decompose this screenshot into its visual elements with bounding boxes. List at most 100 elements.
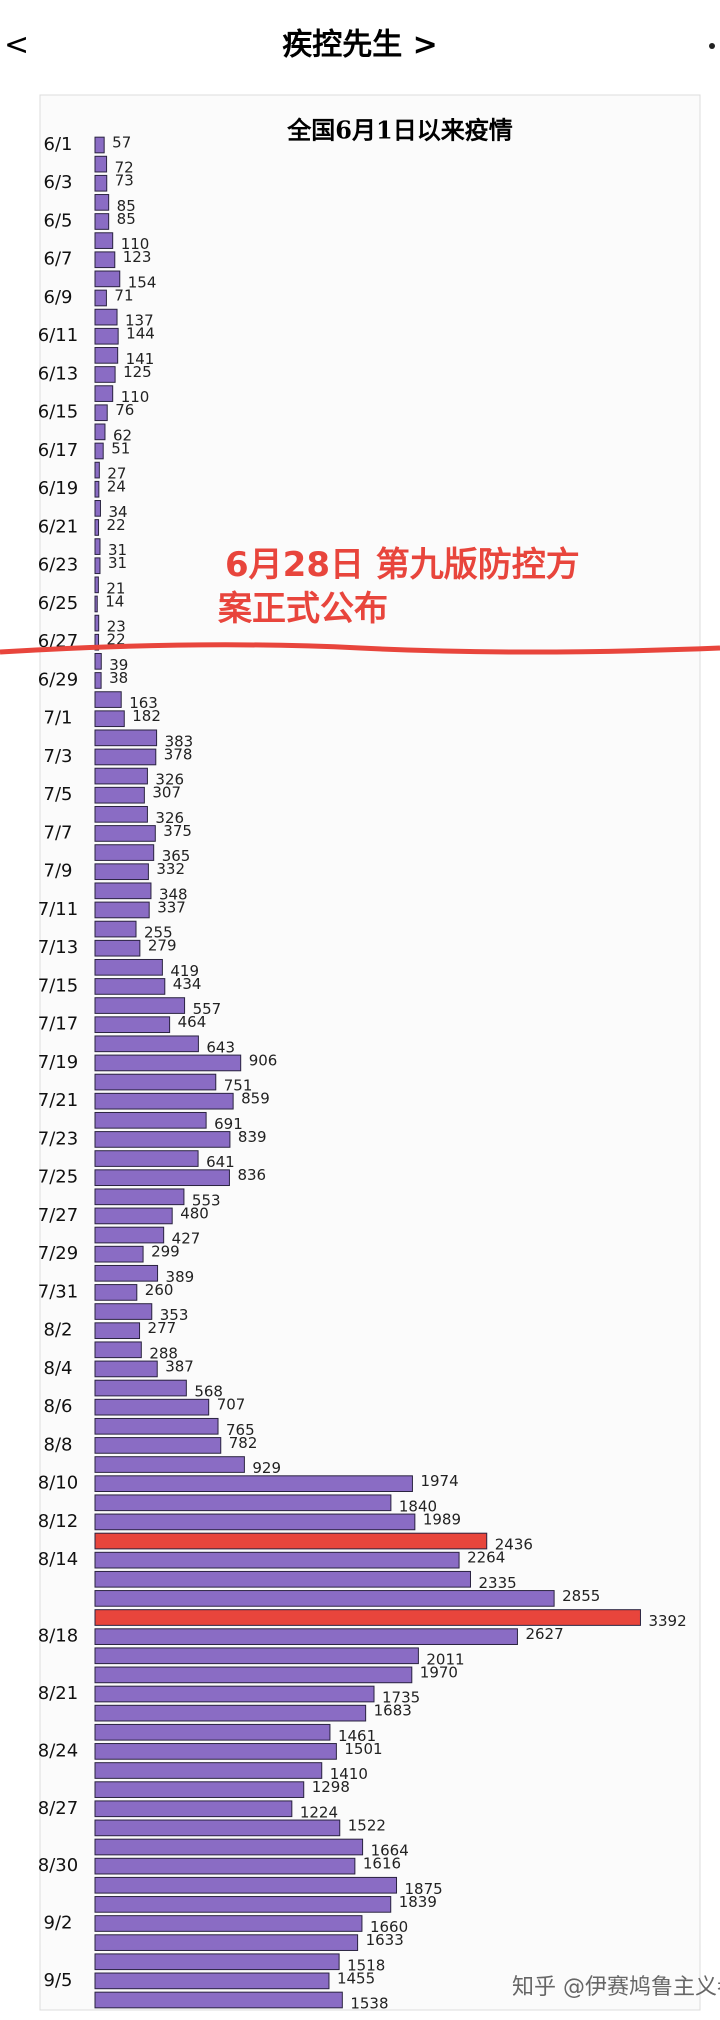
value-label: 2335: [478, 1574, 516, 1592]
bar: [94, 1762, 323, 1779]
value-label: 1461: [338, 1727, 376, 1745]
bar: [94, 1169, 230, 1187]
bar: [94, 1226, 165, 1244]
value-label: 1735: [382, 1689, 420, 1707]
bar: [94, 920, 137, 938]
bar: [94, 327, 119, 345]
bar: [94, 1322, 141, 1340]
bar: [94, 1532, 488, 1550]
bar: [94, 1953, 340, 1971]
bar: [94, 633, 100, 651]
value-label: 31: [108, 554, 127, 572]
value-label: 643: [206, 1038, 235, 1056]
y-tick-label: 7/27: [38, 1205, 78, 1226]
y-tick-label: 7/25: [38, 1167, 78, 1188]
y-tick-label: 8/30: [38, 1855, 78, 1876]
y-tick-label: 6/23: [38, 555, 78, 576]
bar: [94, 1704, 367, 1722]
value-label: 707: [217, 1396, 246, 1414]
value-label: 1839: [399, 1893, 437, 1911]
bar: [94, 805, 148, 823]
y-tick-label: 6/13: [38, 363, 78, 384]
value-label: 2436: [495, 1536, 533, 1554]
bar: [94, 786, 145, 804]
bar: [94, 1570, 471, 1588]
more-dot[interactable]: [709, 43, 715, 49]
bar: [94, 1934, 359, 1951]
y-tick-label: 7/19: [38, 1052, 78, 1073]
value-label: 348: [159, 885, 188, 903]
value-label: 326: [155, 809, 184, 827]
y-tick-label: 6/5: [44, 210, 73, 231]
bar: [94, 767, 148, 785]
value-label: 1538: [350, 1995, 388, 2013]
bar: [94, 404, 108, 422]
value-label: 765: [226, 1421, 255, 1439]
value-label: 836: [237, 1166, 266, 1184]
back-button[interactable]: <: [4, 28, 29, 63]
value-label: 73: [115, 172, 134, 190]
y-tick-label: 7/9: [44, 861, 73, 882]
value-label: 480: [180, 1204, 209, 1222]
top-bar: [0, 0, 720, 90]
value-label: 76: [115, 401, 134, 419]
value-label: 3392: [648, 1612, 686, 1630]
bar: [94, 1264, 159, 1282]
bar: [94, 1896, 392, 1913]
value-label: 27: [107, 465, 126, 483]
bar: [94, 978, 166, 995]
value-label: 123: [123, 248, 152, 266]
bar: [94, 538, 101, 555]
bar: [94, 1054, 242, 1072]
value-label: 62: [113, 426, 132, 444]
value-label: 1522: [348, 1816, 386, 1834]
y-tick-label: 7/23: [38, 1128, 78, 1149]
value-label: 1683: [374, 1702, 412, 1720]
value-label: 691: [214, 1115, 243, 1133]
y-tick-label: 7/17: [38, 1014, 78, 1035]
y-tick-label: 8/2: [44, 1320, 73, 1341]
value-label: 1410: [330, 1765, 368, 1783]
bar: [94, 710, 125, 728]
y-tick-label: 7/7: [44, 822, 73, 843]
account-title[interactable]: 疾控先生 >: [282, 28, 438, 63]
y-tick-label: 6/7: [44, 249, 73, 270]
bar: [94, 1781, 305, 1798]
value-label: 1664: [371, 1842, 409, 1860]
value-label: 71: [114, 286, 133, 304]
value-label: 125: [123, 363, 152, 381]
value-label: 839: [238, 1128, 267, 1146]
value-label: 557: [193, 1000, 222, 1018]
bar: [94, 1245, 144, 1263]
bar: [94, 1475, 413, 1493]
bar: [94, 595, 98, 613]
value-label: 21: [106, 579, 125, 597]
value-label: 859: [241, 1090, 270, 1108]
y-tick-label: 6/17: [38, 440, 78, 461]
value-label: 1298: [312, 1778, 350, 1796]
bar: [94, 270, 121, 288]
bar: [94, 213, 110, 230]
bar: [94, 939, 141, 957]
bar: [94, 1590, 555, 1607]
bar: [94, 672, 102, 689]
y-tick-label: 6/25: [38, 593, 78, 614]
bar: [94, 1857, 356, 1875]
bar: [94, 882, 152, 900]
bar: [94, 251, 116, 269]
bar: [94, 1685, 375, 1703]
value-label: 326: [155, 771, 184, 789]
y-tick-label: 8/4: [44, 1358, 73, 1379]
bar: [94, 194, 110, 211]
value-label: 387: [165, 1357, 194, 1375]
value-label: 337: [157, 898, 186, 916]
bar: [94, 997, 186, 1014]
bar: [94, 1073, 217, 1091]
value-label: 31: [108, 541, 127, 559]
y-tick-label: 8/8: [44, 1434, 73, 1455]
bar: [94, 901, 150, 919]
value-label: 2011: [426, 1650, 464, 1668]
bar: [94, 1800, 293, 1818]
